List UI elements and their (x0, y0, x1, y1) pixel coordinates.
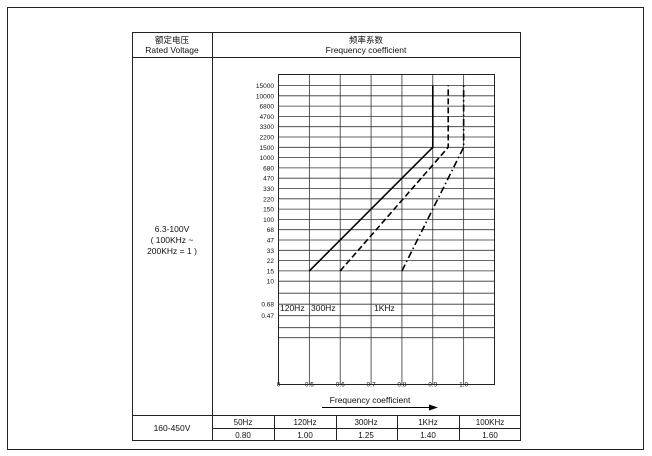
y-tick-label: 3300 (260, 124, 275, 131)
y-tick-label: 330 (263, 186, 274, 193)
series-label-120hz: 120Hz (280, 303, 305, 313)
freq-cell: 120Hz (293, 418, 316, 427)
y-tick-label: 68 (267, 227, 275, 234)
y-tick-label: 10000 (256, 93, 274, 100)
y-tick-label: 470 (263, 176, 274, 183)
table-grid (132, 32, 521, 441)
row1-note-line2: 200KHz = 1 ) (147, 246, 197, 256)
x-axis-arrowhead (429, 404, 438, 411)
series-label-1khz: 1KHz (374, 303, 395, 313)
y-tick-label: 680 (263, 165, 274, 172)
coef-cell: 1.25 (358, 431, 374, 440)
freq-cell: 1KHz (418, 418, 438, 427)
y-tick-label: 220 (263, 196, 274, 203)
row2-voltage-label: 160-450V (154, 423, 191, 433)
row1-note-line1: ( 100KHz ~ (151, 235, 194, 245)
series-line-120hz (308, 85, 434, 272)
y-tick-label: 10 (267, 279, 275, 286)
frequency-chart: 1500010000680047003300220015001000680470… (256, 74, 495, 411)
freq-cell: 300Hz (354, 418, 377, 427)
freq-cell: 100KHz (476, 418, 504, 427)
y-tick-label: 15000 (256, 83, 274, 90)
header-frequency-coefficient-en: Frequency coefficient (326, 45, 407, 55)
row1-voltage-label: 6.3-100V (155, 224, 190, 234)
series-label-300hz: 300Hz (311, 303, 336, 313)
y-tick-label: 33 (267, 248, 275, 255)
coef-cell: 0.80 (235, 431, 251, 440)
header-rated-voltage-en: Rated Voltage (145, 45, 199, 55)
x-axis-title: Frequency coefficient (330, 395, 411, 405)
header-rated-voltage-cn: 额定电压 (155, 35, 190, 45)
y-tick-label: 2200 (260, 135, 275, 142)
y-tick-label: 100 (263, 217, 274, 224)
coef-cell: 1.60 (482, 431, 498, 440)
series-line-1khz (401, 85, 465, 272)
y-tick-label: 47 (267, 238, 275, 245)
freq-cell: 50Hz (234, 418, 253, 427)
y-tick-label: 0.68 (261, 302, 274, 309)
coef-cell: 1.00 (297, 431, 313, 440)
y-tick-label: 6800 (260, 104, 275, 111)
y-tick-label: 150 (263, 207, 274, 214)
y-tick-label: 1500 (260, 145, 275, 152)
header-frequency-coefficient-cn: 频率系数 (349, 35, 384, 45)
y-tick-label: 22 (267, 258, 275, 265)
page-frame (7, 7, 644, 450)
table-border (132, 32, 521, 441)
chart-plot-border (278, 74, 495, 385)
y-tick-label: 0.47 (261, 313, 274, 320)
y-tick-label: 1000 (260, 155, 275, 162)
series-line-300hz (339, 85, 450, 272)
y-tick-label: 15 (267, 268, 275, 275)
y-tick-label: 4700 (260, 114, 275, 121)
coef-cell: 1.40 (420, 431, 436, 440)
